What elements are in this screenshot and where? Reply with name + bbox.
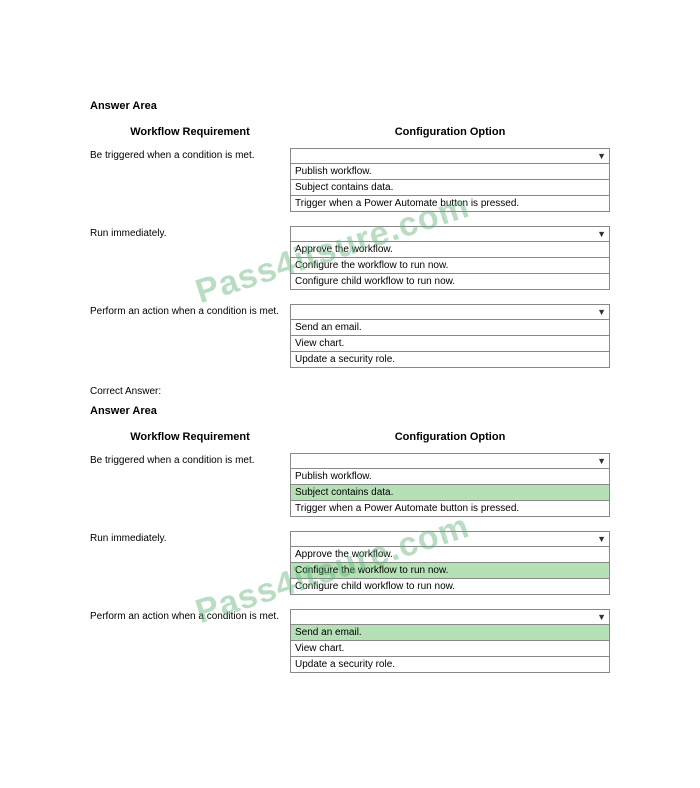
section1-title: Answer Area	[90, 100, 610, 112]
chevron-down-icon: ▼	[597, 456, 606, 466]
dropdown-option[interactable]: Publish workflow.	[290, 164, 610, 180]
dropdown-option[interactable]: Configure the workflow to run now.	[290, 258, 610, 274]
dropdown-group: ▼ Send an email. View chart. Update a se…	[290, 609, 610, 673]
dropdown-toggle[interactable]: ▼	[290, 609, 610, 625]
col2-header: Configuration Option	[290, 431, 610, 443]
requirement-label: Perform an action when a condition is me…	[90, 609, 290, 622]
s1-row-0: Be triggered when a condition is met. ▼ …	[90, 148, 610, 212]
s2-row-2: Perform an action when a condition is me…	[90, 609, 610, 673]
s1-row-2: Perform an action when a condition is me…	[90, 304, 610, 368]
col1-header: Workflow Requirement	[90, 126, 290, 138]
dropdown-option-selected[interactable]: Subject contains data.	[290, 485, 610, 501]
chevron-down-icon: ▼	[597, 151, 606, 161]
dropdown-group: ▼ Publish workflow. Subject contains dat…	[290, 453, 610, 517]
dropdown-group: ▼ Approve the workflow. Configure the wo…	[290, 531, 610, 595]
dropdown-group: ▼ Publish workflow. Subject contains dat…	[290, 148, 610, 212]
chevron-down-icon: ▼	[597, 229, 606, 239]
section2-title: Answer Area	[90, 405, 610, 417]
s2-row-0: Be triggered when a condition is met. ▼ …	[90, 453, 610, 517]
requirement-label: Perform an action when a condition is me…	[90, 304, 290, 317]
dropdown-option[interactable]: View chart.	[290, 336, 610, 352]
section1-headers: Workflow Requirement Configuration Optio…	[90, 126, 610, 138]
dropdown-option[interactable]: Subject contains data.	[290, 180, 610, 196]
dropdown-toggle[interactable]: ▼	[290, 531, 610, 547]
s1-row-1: Run immediately. ▼ Approve the workflow.…	[90, 226, 610, 290]
dropdown-option[interactable]: Approve the workflow.	[290, 547, 610, 563]
dropdown-toggle[interactable]: ▼	[290, 453, 610, 469]
dropdown-toggle[interactable]: ▼	[290, 304, 610, 320]
dropdown-option[interactable]: View chart.	[290, 641, 610, 657]
dropdown-toggle[interactable]: ▼	[290, 226, 610, 242]
dropdown-option[interactable]: Configure child workflow to run now.	[290, 274, 610, 290]
s2-row-1: Run immediately. ▼ Approve the workflow.…	[90, 531, 610, 595]
dropdown-toggle[interactable]: ▼	[290, 148, 610, 164]
dropdown-option[interactable]: Send an email.	[290, 320, 610, 336]
dropdown-option[interactable]: Update a security role.	[290, 352, 610, 368]
dropdown-option[interactable]: Trigger when a Power Automate button is …	[290, 501, 610, 517]
requirement-label: Be triggered when a condition is met.	[90, 453, 290, 466]
col2-header: Configuration Option	[290, 126, 610, 138]
dropdown-option[interactable]: Trigger when a Power Automate button is …	[290, 196, 610, 212]
content-area: Answer Area Workflow Requirement Configu…	[90, 100, 610, 687]
dropdown-option-selected[interactable]: Configure the workflow to run now.	[290, 563, 610, 579]
chevron-down-icon: ▼	[597, 534, 606, 544]
dropdown-group: ▼ Approve the workflow. Configure the wo…	[290, 226, 610, 290]
dropdown-option[interactable]: Update a security role.	[290, 657, 610, 673]
dropdown-option[interactable]: Publish workflow.	[290, 469, 610, 485]
chevron-down-icon: ▼	[597, 612, 606, 622]
dropdown-option[interactable]: Configure child workflow to run now.	[290, 579, 610, 595]
dropdown-group: ▼ Send an email. View chart. Update a se…	[290, 304, 610, 368]
requirement-label: Run immediately.	[90, 226, 290, 239]
col1-header: Workflow Requirement	[90, 431, 290, 443]
section2-headers: Workflow Requirement Configuration Optio…	[90, 431, 610, 443]
chevron-down-icon: ▼	[597, 307, 606, 317]
dropdown-option-selected[interactable]: Send an email.	[290, 625, 610, 641]
correct-answer-label: Correct Answer:	[90, 386, 610, 397]
dropdown-option[interactable]: Approve the workflow.	[290, 242, 610, 258]
requirement-label: Be triggered when a condition is met.	[90, 148, 290, 161]
requirement-label: Run immediately.	[90, 531, 290, 544]
